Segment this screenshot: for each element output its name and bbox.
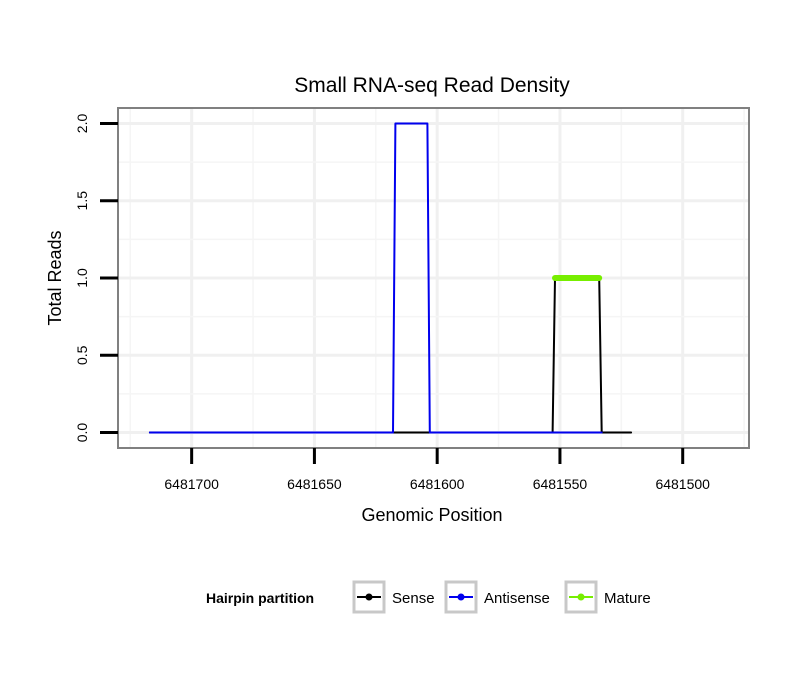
series-line-antisense <box>148 122 603 434</box>
legend-key-point <box>577 593 585 601</box>
y-axis-label: Total Reads <box>45 230 65 325</box>
legend-label: Antisense <box>484 590 550 607</box>
legend-entry-sense: Sense <box>352 580 435 614</box>
y-tick-label: 1.0 <box>74 268 90 288</box>
legend-key-point <box>365 593 373 601</box>
legend-entry-antisense: Antisense <box>444 580 550 614</box>
legend-label: Sense <box>392 590 435 607</box>
series-lines <box>148 122 633 434</box>
x-axis-label: Genomic Position <box>361 505 502 525</box>
x-tick-label: 6481500 <box>655 476 710 492</box>
chart-title: Small RNA-seq Read Density <box>294 74 570 97</box>
legend-key-point <box>457 593 465 601</box>
y-tick-label: 0.0 <box>74 423 90 443</box>
y-tick-label: 0.5 <box>74 345 90 365</box>
legend: Hairpin partition Sense Antisense Mature <box>206 580 651 614</box>
x-tick-label: 6481600 <box>410 476 465 492</box>
y-tick-label: 1.5 <box>74 191 90 211</box>
x-tick-label: 6481550 <box>533 476 588 492</box>
x-tick-label: 6481650 <box>287 476 342 492</box>
legend-title: Hairpin partition <box>206 590 314 606</box>
legend-label: Mature <box>604 590 651 607</box>
y-tick-label: 2.0 <box>74 114 90 134</box>
axes: 6481700 6481650 6481600 6481550 6481500 0.0 0.… <box>74 114 710 492</box>
x-tick-label: 6481700 <box>164 476 219 492</box>
legend-entry-mature: Mature <box>564 580 651 614</box>
